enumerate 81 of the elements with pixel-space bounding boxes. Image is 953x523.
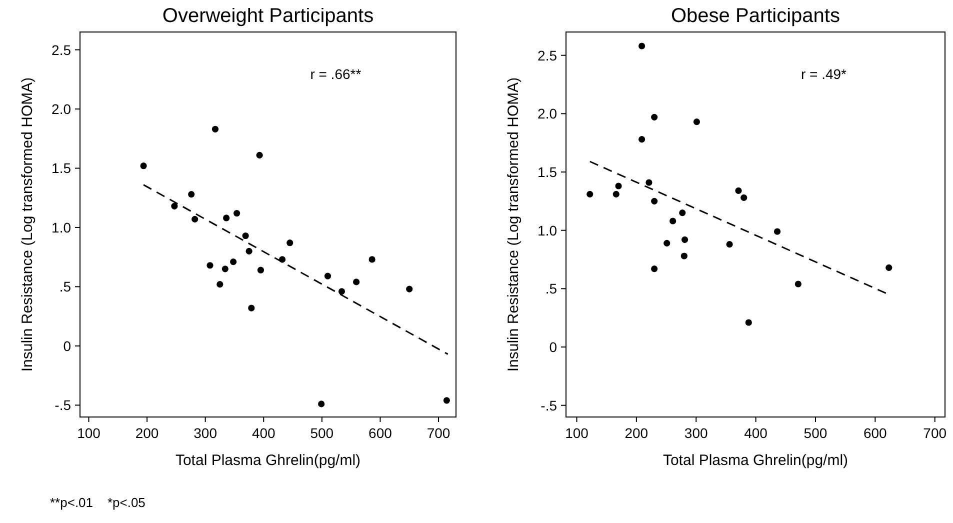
y-tick-label: 0	[63, 338, 72, 354]
text: **p<.01 *p<.05	[50, 495, 146, 510]
x-axis-title: Total Plasma Ghrelin(pg/ml)	[175, 452, 361, 469]
point	[745, 319, 752, 326]
point	[886, 264, 892, 271]
y-tick-label: 2.0	[538, 106, 558, 122]
point	[443, 397, 450, 404]
y-axis-title: Insulin Resistance (Log transformed HOMA)	[19, 77, 36, 372]
y-axis-title: Insulin Resistance (Log transformed HOMA)	[505, 77, 522, 372]
y-tick-label: .5	[59, 278, 72, 295]
x-tick-label: 300	[684, 425, 708, 441]
point	[192, 216, 198, 222]
y-tick-label: 2.5	[538, 47, 558, 64]
point	[212, 126, 219, 132]
y-tick-label: 1.5	[538, 164, 558, 180]
point	[338, 288, 346, 295]
point	[242, 232, 249, 240]
point	[234, 210, 240, 217]
point	[693, 118, 700, 126]
point	[670, 218, 676, 224]
x-tick-label: 500	[310, 425, 334, 441]
x-tick-label: 700	[923, 425, 947, 441]
x-tick-label: 600	[368, 425, 392, 441]
point	[318, 400, 325, 408]
point	[230, 258, 237, 266]
point	[680, 252, 688, 260]
y-tick-label: 1.0	[52, 219, 72, 236]
x-tick-label: 100	[565, 425, 589, 441]
point	[171, 202, 178, 210]
point	[222, 266, 228, 272]
point	[612, 190, 620, 198]
x-tick-label: 700	[426, 425, 450, 441]
x-tick-label: 500	[804, 425, 828, 441]
x-tick-label: 200	[135, 425, 159, 441]
point	[324, 272, 332, 280]
point	[246, 248, 252, 254]
point	[794, 280, 802, 288]
point	[664, 240, 670, 246]
point	[681, 236, 688, 243]
y-tick-label: 1.0	[538, 222, 558, 238]
point	[216, 281, 224, 288]
point	[638, 42, 646, 50]
point	[206, 262, 214, 269]
point	[638, 136, 646, 143]
point	[726, 241, 733, 248]
annotation: r = .49*	[800, 66, 848, 82]
point	[679, 210, 686, 216]
x-tick-label: 300	[194, 425, 218, 441]
point	[256, 152, 263, 158]
point	[248, 304, 255, 312]
y-tick-label: 2.0	[52, 101, 72, 117]
point	[774, 228, 781, 235]
x-tick-label: 400	[744, 425, 768, 441]
y-tick-label: -.5	[540, 397, 558, 414]
point	[735, 187, 742, 194]
x-axis-title: Total Plasma Ghrelin(pg/ml)	[662, 452, 848, 469]
y-tick-label: 0	[549, 339, 558, 355]
annotation: r = .66**	[310, 66, 362, 82]
point	[586, 190, 594, 198]
x-tick-label: 200	[624, 425, 648, 441]
point	[257, 266, 264, 274]
x-tick-label: 100	[77, 425, 101, 441]
point	[651, 114, 658, 120]
point	[223, 214, 230, 222]
y-tick-label: .5	[545, 280, 558, 297]
y-tick-label: -.5	[54, 397, 72, 414]
point	[286, 240, 294, 246]
point	[368, 256, 376, 263]
point	[651, 266, 658, 272]
x-tick-label: 600	[863, 425, 888, 441]
point	[140, 162, 147, 170]
point	[646, 179, 652, 186]
y-tick-label: 1.5	[52, 160, 72, 176]
point	[740, 194, 748, 201]
x-tick-label: 400	[252, 425, 276, 441]
point	[188, 190, 195, 198]
point	[615, 182, 622, 190]
y-tick-label: 2.5	[52, 42, 72, 58]
point	[406, 286, 413, 292]
point	[651, 198, 658, 204]
point	[353, 278, 360, 286]
